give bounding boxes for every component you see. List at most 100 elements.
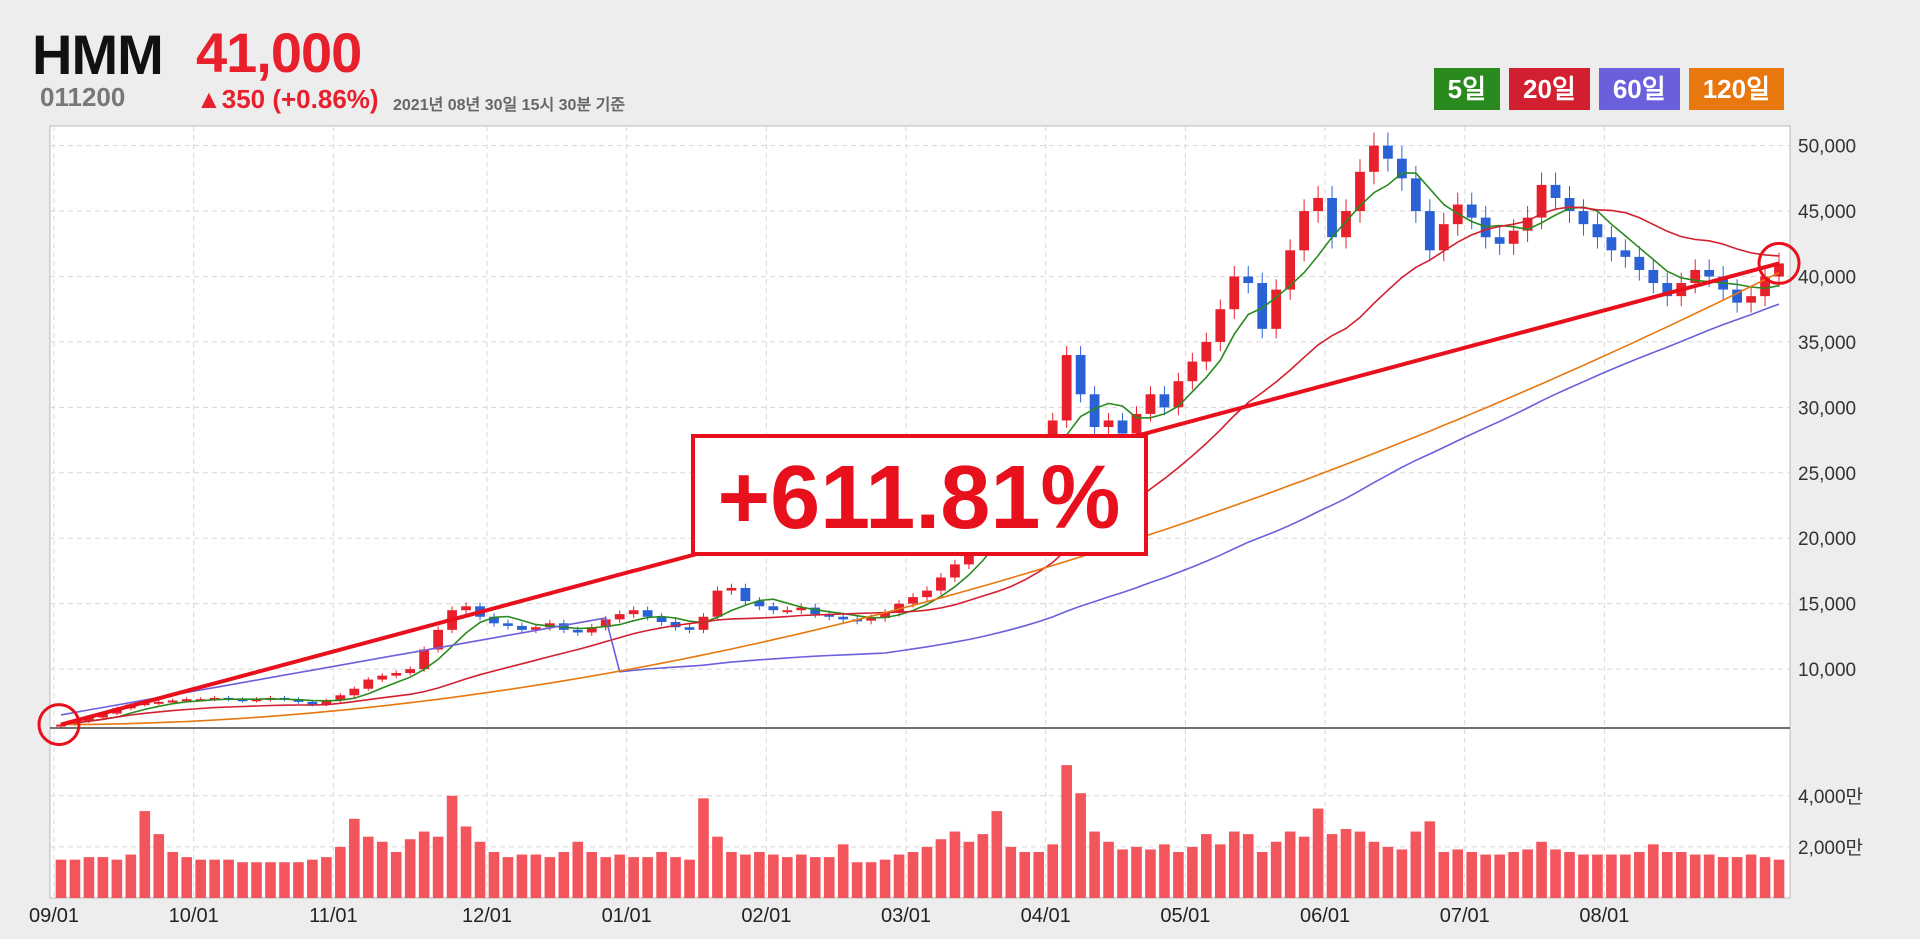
volume-bar xyxy=(1745,854,1757,898)
volume-bar xyxy=(586,852,598,898)
candle-body xyxy=(1396,158,1407,179)
volume-bar xyxy=(1396,849,1408,898)
end-point-circle xyxy=(1757,241,1801,285)
candle-body xyxy=(181,699,192,702)
candle-body xyxy=(1173,381,1184,408)
candle-body xyxy=(628,610,639,615)
x-tick-label: 07/01 xyxy=(1440,905,1490,927)
volume-bar xyxy=(656,852,667,898)
candle-body xyxy=(1606,237,1617,251)
candle-body xyxy=(1257,283,1268,329)
volume-bar xyxy=(1256,852,1268,898)
legend-ma60-button[interactable]: 60일 xyxy=(1598,68,1680,110)
candle-body xyxy=(1634,256,1645,270)
volume-bar xyxy=(362,836,374,898)
volume-bar xyxy=(726,852,737,898)
volume-bar xyxy=(181,857,193,898)
volume-bar xyxy=(390,852,402,898)
candle-body xyxy=(614,614,625,620)
candle-body xyxy=(1061,355,1072,421)
candle-body xyxy=(1313,197,1323,212)
volume-bar xyxy=(921,846,933,898)
volume-bar xyxy=(307,859,318,898)
candle-body xyxy=(489,616,499,624)
volume-bar xyxy=(1368,841,1380,898)
candle-body xyxy=(153,701,164,704)
legend-ma5-button[interactable]: 5일 xyxy=(1433,68,1500,110)
volume-bar xyxy=(1326,834,1338,898)
price-tick-label: 10,000 xyxy=(1798,660,1856,681)
candle-body xyxy=(1704,269,1715,277)
volume-bar xyxy=(851,862,863,898)
volume-bar xyxy=(474,841,486,898)
volume-bar xyxy=(432,836,444,898)
ma20-line xyxy=(60,206,1780,726)
candle-body xyxy=(1494,237,1505,244)
volume-bar xyxy=(1717,857,1729,898)
volume-bar xyxy=(83,857,95,898)
candle-body xyxy=(237,699,248,702)
candle-body xyxy=(726,587,737,591)
candle-body xyxy=(1299,211,1310,251)
volume-bar xyxy=(265,862,276,898)
volume-bar xyxy=(321,857,332,898)
candle-body xyxy=(838,616,849,620)
volume-bar xyxy=(1634,852,1645,898)
legend-ma120-button[interactable]: 120일 xyxy=(1688,68,1784,110)
price-tick-label: 30,000 xyxy=(1798,398,1856,419)
x-tick-label: 09/01 xyxy=(29,905,79,927)
candle-body xyxy=(349,688,360,696)
volume-bar xyxy=(195,859,206,898)
x-tick-label: 03/01 xyxy=(881,905,931,927)
candle-body xyxy=(1117,420,1128,434)
volume-bar xyxy=(865,862,877,898)
volume-bar xyxy=(1284,831,1296,898)
candle-body xyxy=(768,606,779,611)
volume-bar xyxy=(1452,849,1464,898)
candle-body xyxy=(572,629,583,633)
volume-bar xyxy=(530,854,542,898)
candle-body xyxy=(377,675,388,680)
candle-body xyxy=(335,695,346,701)
volume-bar xyxy=(1494,854,1505,898)
volume-bar xyxy=(1033,852,1045,898)
candle-body xyxy=(405,669,416,674)
volume-bar xyxy=(488,852,500,898)
ma60-line xyxy=(60,303,1780,716)
volume-bar xyxy=(1270,841,1282,898)
candle-body xyxy=(84,717,94,722)
volume-bar xyxy=(502,857,514,898)
x-tick-label: 04/01 xyxy=(1021,905,1071,927)
volume-bar xyxy=(1312,808,1324,898)
volume-bar xyxy=(684,859,695,898)
ma5-line xyxy=(60,172,1780,726)
stock-code: 011200 xyxy=(40,82,126,112)
volume-bar xyxy=(781,857,793,898)
x-tick-label: 11/01 xyxy=(309,905,358,927)
candle-body xyxy=(1662,283,1673,297)
candle-body xyxy=(1201,341,1212,362)
volume-bar xyxy=(1187,846,1198,898)
return-annotation-label: +611.81% xyxy=(718,448,1121,548)
candle-body xyxy=(698,616,709,630)
candle-body xyxy=(1690,269,1701,284)
candle-body xyxy=(1285,250,1296,290)
volume-bar xyxy=(1578,854,1589,898)
stock-name: HMM xyxy=(32,23,164,86)
candle-body xyxy=(1732,289,1743,303)
volume-bar xyxy=(1675,852,1687,898)
legend-ma20-button[interactable]: 20일 xyxy=(1509,68,1590,110)
volume-bar xyxy=(1354,831,1366,898)
price-tick-label: 35,000 xyxy=(1798,333,1856,354)
ma120-line xyxy=(60,271,1780,726)
volume-bar xyxy=(1536,841,1547,898)
volume-bar xyxy=(949,831,961,898)
candle-body xyxy=(1103,420,1114,427)
volume-bar xyxy=(1340,829,1352,898)
candle-body xyxy=(1508,230,1519,244)
volume-bar xyxy=(516,854,528,898)
candle-body xyxy=(1131,413,1142,434)
candle-body xyxy=(1746,296,1756,303)
volume-bar xyxy=(418,831,430,898)
candle-body xyxy=(656,616,667,622)
